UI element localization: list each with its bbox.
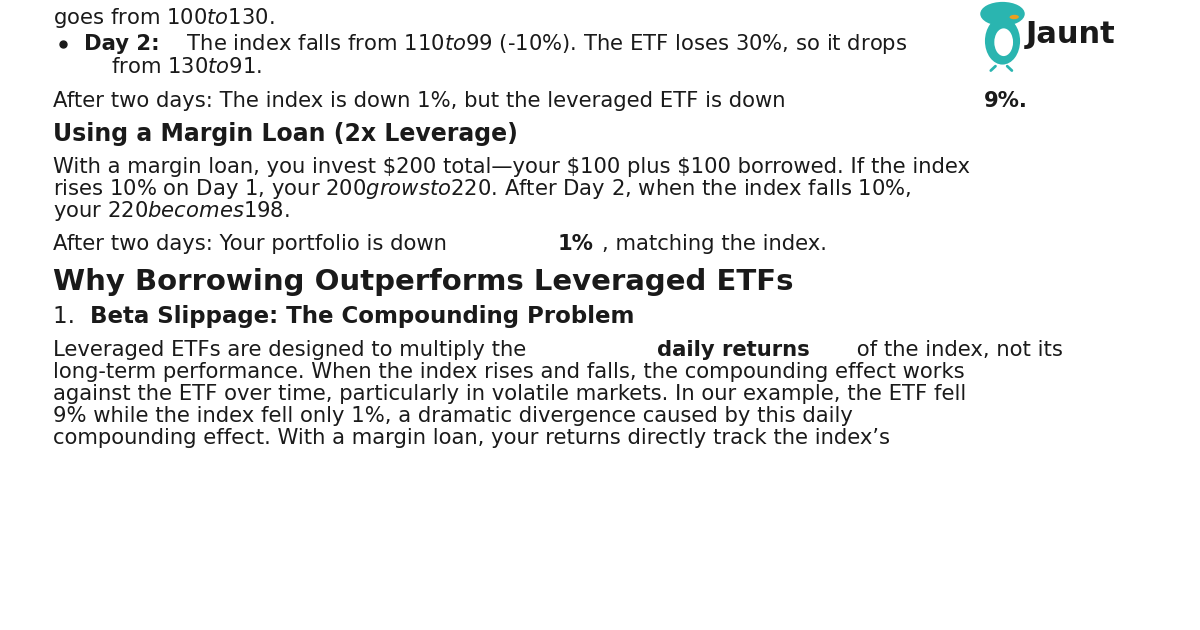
- Text: Jaunt: Jaunt: [1026, 20, 1116, 49]
- Text: With a margin loan, you invest $200 total—your $100 plus $100 borrowed. If the i: With a margin loan, you invest $200 tota…: [53, 157, 970, 177]
- Text: Using a Margin Loan (2x Leverage): Using a Margin Loan (2x Leverage): [53, 122, 517, 146]
- Text: After two days: Your portfolio is down: After two days: Your portfolio is down: [53, 234, 454, 255]
- Text: , matching the index.: , matching the index.: [602, 234, 827, 255]
- Ellipse shape: [995, 28, 1013, 56]
- Ellipse shape: [985, 18, 1020, 65]
- Text: compounding effect. With a margin loan, your returns directly track the index’s: compounding effect. With a margin loan, …: [53, 428, 889, 448]
- Text: from $130 to $91.: from $130 to $91.: [112, 57, 263, 77]
- Text: goes from $100 to $130.: goes from $100 to $130.: [53, 6, 275, 30]
- Text: of the index, not its: of the index, not its: [850, 340, 1062, 360]
- Ellipse shape: [1009, 14, 1019, 20]
- Text: The index falls from $110 to $99 (-10%). The ETF loses 30%, so it drops: The index falls from $110 to $99 (-10%).…: [180, 32, 907, 56]
- Circle shape: [980, 2, 1025, 26]
- Text: rises 10% on Day 1, your $200 grows to $220. After Day 2, when the index falls 1: rises 10% on Day 1, your $200 grows to $…: [53, 177, 911, 201]
- Text: daily returns: daily returns: [658, 340, 810, 360]
- Text: long-term performance. When the index rises and falls, the compounding effect wo: long-term performance. When the index ri…: [53, 362, 965, 382]
- Text: your $220 becomes $198.: your $220 becomes $198.: [53, 199, 289, 223]
- Text: Leveraged ETFs are designed to multiply the: Leveraged ETFs are designed to multiply …: [53, 340, 533, 360]
- Text: Beta Slippage: The Compounding Problem: Beta Slippage: The Compounding Problem: [90, 305, 634, 328]
- Text: 9%.: 9%.: [984, 91, 1027, 111]
- Text: After two days: The index is down 1%, but the leveraged ETF is down: After two days: The index is down 1%, bu…: [53, 91, 792, 111]
- Text: 1%: 1%: [557, 234, 593, 255]
- Text: 9% while the index fell only 1%, a dramatic divergence caused by this daily: 9% while the index fell only 1%, a drama…: [53, 406, 852, 426]
- Text: Why Borrowing Outperforms Leveraged ETFs: Why Borrowing Outperforms Leveraged ETFs: [53, 268, 793, 296]
- Text: 1.: 1.: [53, 305, 82, 328]
- Text: Day 2:: Day 2:: [84, 34, 160, 54]
- Text: against the ETF over time, particularly in volatile markets. In our example, the: against the ETF over time, particularly …: [53, 384, 966, 404]
